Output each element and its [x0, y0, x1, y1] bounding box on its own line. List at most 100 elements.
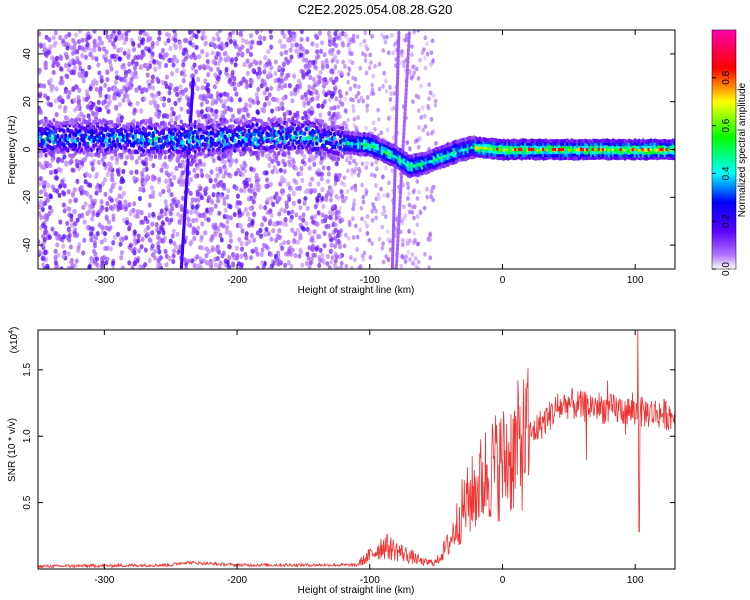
spectrogram-noise-cell — [58, 183, 63, 189]
spectrogram-ridge-cell — [217, 146, 221, 151]
spectrogram-noise-cell — [368, 52, 372, 58]
spectrogram-noise-cell — [150, 43, 155, 50]
spectrogram-noise-cell — [159, 255, 164, 261]
spectrogram-ridge-cell — [253, 131, 257, 137]
spectrogram-noise-cell — [87, 208, 92, 214]
spectrogram-noise-cell — [226, 188, 231, 194]
spectrogram-ridge-cell — [86, 141, 90, 147]
spectrogram-noise-cell — [101, 100, 106, 106]
spectrogram-noise-cell — [181, 62, 186, 68]
spectrogram-ridge-cell — [129, 128, 134, 133]
spectrogram-noise-cell — [350, 265, 354, 269]
spectrogram-noise-cell — [265, 177, 270, 183]
spectrogram-noise-cell — [389, 91, 394, 97]
spectrogram-noise-cell — [382, 35, 386, 40]
spectrogram-noise-cell — [277, 234, 282, 241]
spectrogram-noise-cell — [290, 98, 295, 104]
spectrogram-noise-cell — [309, 110, 314, 116]
spectrogram-noise-cell — [45, 160, 50, 167]
spectrogram-noise-cell — [277, 65, 282, 71]
spectrogram-noise-cell — [118, 236, 123, 242]
spectrogram-noise-cell — [243, 183, 248, 189]
spectrogram-noise-cell — [431, 93, 436, 99]
spectrogram-noise-cell — [401, 242, 405, 248]
spectrogram-noise-cell — [203, 113, 208, 119]
spectrogram-noise-cell — [260, 78, 265, 84]
spectrogram-noise-cell — [58, 95, 63, 101]
spectrogram-noise-cell — [177, 97, 182, 103]
spectrogram-noise-cell — [240, 172, 245, 178]
spectrogram-noise-cell — [77, 39, 82, 45]
spectrogram-noise-cell — [54, 86, 59, 92]
spectrogram-noise-cell — [264, 95, 269, 101]
spectrogram-ridge-cell — [271, 136, 275, 141]
spectrogram-noise-cell — [240, 246, 245, 252]
spectrogram-ridge-cell — [48, 133, 52, 138]
spectrogram-noise-cell — [289, 263, 294, 269]
spectrogram-noise-cell — [218, 232, 223, 238]
spectrogram-noise-cell — [166, 37, 171, 44]
spectrogram-noise-cell — [147, 257, 152, 264]
spectrogram-noise-cell — [176, 249, 181, 255]
spectrogram-noise-cell — [371, 73, 376, 79]
spectrogram-noise-cell — [320, 196, 325, 202]
spectrogram-noise-cell — [367, 237, 372, 243]
spectrogram-ridge-cell — [193, 120, 197, 125]
spectrogram-noise-cell — [355, 34, 360, 40]
spectrogram-noise-cell — [88, 51, 93, 57]
spectrogram-noise-cell — [404, 33, 409, 39]
spectrogram-noise-cell — [145, 231, 150, 238]
spectrogram-noise-cell — [227, 229, 232, 236]
spectrogram-ridge-cell — [153, 141, 158, 147]
spectrogram-noise-cell — [268, 218, 273, 224]
spectrogram-noise-cell — [131, 58, 136, 64]
spectrogram-noise-cell — [292, 73, 297, 79]
spectrogram-noise-cell — [299, 150, 304, 156]
spectrogram-noise-cell — [267, 70, 272, 77]
spectrogram-noise-cell — [305, 36, 310, 42]
spectrogram-noise-cell — [222, 196, 227, 202]
spectrogram-noise-cell — [145, 65, 150, 72]
spectrogram-noise-cell — [38, 239, 41, 245]
spectrogram-noise-cell — [178, 214, 183, 220]
spectrogram-noise-cell — [208, 210, 213, 216]
spectrogram-noise-cell — [112, 180, 117, 187]
spectrogram-noise-cell — [66, 94, 71, 100]
spectrogram-noise-cell — [407, 229, 411, 234]
figure-title: C2E2.2025.054.08.28.G20 — [298, 2, 453, 17]
spectrogram-noise-cell — [54, 175, 59, 181]
spectrogram-noise-cell — [320, 65, 325, 71]
spectrogram-noise-cell — [107, 37, 112, 44]
spectrogram-ridge-cell — [88, 152, 92, 157]
spectrogram-noise-cell — [354, 161, 359, 167]
spectrogram-noise-cell — [314, 89, 319, 96]
spectrogram-ridge-cell — [243, 128, 247, 134]
spectrogram-noise-cell — [317, 30, 322, 36]
spectrogram-noise-cell — [160, 47, 165, 54]
spectrogram-noise-cell — [195, 189, 200, 195]
spectrogram-noise-cell — [129, 70, 134, 77]
spectrogram-noise-cell — [414, 93, 419, 99]
spectrogram-noise-cell — [361, 256, 366, 262]
spectrogram-ridge-cell — [329, 131, 333, 136]
spectrogram-noise-cell — [114, 197, 119, 203]
spectrogram-noise-cell — [401, 238, 405, 243]
spectrogram-noise-cell — [276, 77, 281, 83]
spectrogram-noise-cell — [226, 96, 231, 102]
spectrogram-noise-cell — [309, 237, 314, 243]
spectrogram-noise-cell — [273, 59, 278, 65]
spectrogram-noise-cell — [264, 226, 269, 233]
spectrogram-noise-cell — [127, 61, 132, 67]
spectrogram-noise-cell — [107, 167, 112, 173]
spectrogram-noise-cell — [216, 36, 221, 42]
spectrogram-noise-cell — [60, 157, 65, 164]
spectrogram-noise-cell — [324, 196, 329, 203]
spectrogram-ridge-cell — [255, 150, 259, 155]
spectrogram-noise-cell — [274, 237, 279, 243]
spectrogram-noise-cell — [198, 158, 203, 164]
spectrogram-noise-cell — [41, 233, 46, 240]
spectrogram-noise-cell — [313, 188, 318, 194]
spectrogram-noise-cell — [367, 65, 372, 71]
spectrogram-noise-cell — [410, 52, 414, 57]
spectrogram-noise-cell — [351, 33, 356, 39]
